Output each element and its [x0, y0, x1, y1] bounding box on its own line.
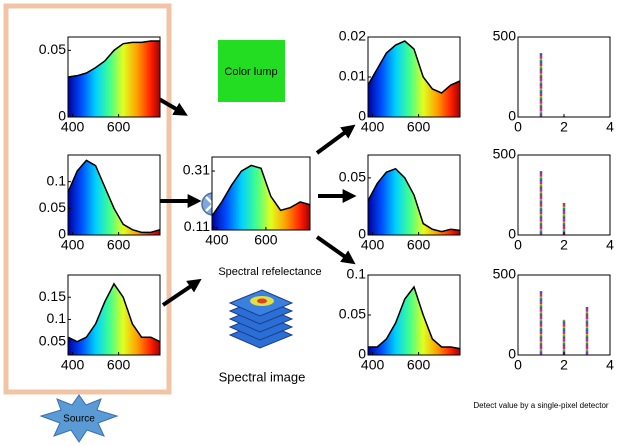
x-tick-label: 600 — [407, 357, 431, 373]
spectrum-line — [368, 285, 461, 350]
x-tick-label: 400 — [61, 237, 85, 253]
reflectance-label: Spectral refelectance — [218, 266, 321, 278]
y-tick-label: 500 — [493, 266, 517, 282]
y-tick-label: 0 — [508, 108, 516, 124]
plot-frame — [367, 154, 461, 236]
spectrum-line — [67, 159, 161, 234]
spectral-image-icon — [228, 289, 294, 349]
y-tick-label: 0.05 — [39, 199, 66, 215]
x-tick-label: 2 — [560, 357, 568, 373]
y-tick-label: 0 — [358, 226, 366, 242]
x-tick-label: 4 — [606, 119, 614, 135]
y-tick-label: 0.05 — [39, 332, 66, 348]
y-tick-label: 0.02 — [339, 28, 366, 44]
source-star — [39, 394, 119, 443]
x-tick-label: 400 — [361, 357, 385, 373]
spectrum-fill — [368, 287, 460, 355]
y-tick-label: 0 — [358, 108, 366, 124]
y-tick-label: 0.05 — [339, 306, 366, 322]
spectrum-fill — [68, 160, 160, 235]
x-tick-label: 4 — [606, 357, 614, 373]
y-tick-label: 0.1 — [47, 172, 67, 188]
y-tick-label: 0 — [358, 346, 366, 362]
spectrum-line — [67, 282, 161, 343]
spectrum-fill — [368, 168, 460, 235]
y-tick-label: 0.31 — [183, 162, 210, 178]
y-tick-label: 0 — [508, 226, 516, 242]
y-tick-label: 0.15 — [39, 288, 66, 304]
spectrum-line — [367, 40, 461, 94]
x-tick-label: 600 — [407, 237, 431, 253]
x-tick-label: 400 — [361, 119, 385, 135]
spectral-image-label: Spectral image — [219, 369, 306, 384]
y-tick-label: 0 — [58, 108, 66, 124]
x-tick-label: 400 — [361, 237, 385, 253]
plot-frame — [211, 156, 311, 231]
spectrum-fill — [68, 41, 160, 117]
spectrum-fill — [368, 41, 460, 117]
y-tick-label: 0.1 — [347, 266, 367, 282]
y-tick-label: 0.1 — [47, 310, 67, 326]
x-tick-label: 600 — [254, 232, 278, 248]
color-lump — [218, 40, 285, 102]
arrow — [315, 235, 356, 265]
y-tick-label: 0 — [58, 226, 66, 242]
x-tick-label: 600 — [407, 119, 431, 135]
spectrum-line — [367, 167, 461, 233]
spectrum-line — [211, 164, 311, 217]
y-tick-label: 500 — [493, 146, 517, 162]
spectrum-fill — [212, 165, 310, 230]
x-tick-label: 600 — [107, 237, 131, 253]
x-tick-label: 2 — [560, 119, 568, 135]
y-tick-label: 0.05 — [339, 169, 366, 185]
detector-label: Detect value by a single-pixel detector — [473, 401, 609, 410]
plot-frame — [67, 154, 161, 236]
x-tick-label: 400 — [61, 119, 85, 135]
x-tick-label: 400 — [61, 357, 85, 373]
x-tick-label: 0 — [514, 119, 522, 135]
x-tick-label: 400 — [205, 232, 229, 248]
source-label: Source — [63, 414, 95, 425]
y-tick-label: 0 — [508, 346, 516, 362]
spectrum-fill — [68, 283, 160, 355]
y-tick-label: 0.01 — [339, 68, 366, 84]
arrow — [161, 278, 202, 307]
spectrum-line — [67, 40, 160, 78]
plot-frame — [67, 36, 161, 118]
y-tick-label: 0.05 — [39, 41, 66, 57]
x-tick-label: 0 — [514, 357, 522, 373]
x-tick-label: 4 — [606, 237, 614, 253]
x-tick-label: 600 — [107, 357, 131, 373]
color-lump-label: Color lump — [224, 66, 277, 78]
arrow — [315, 124, 356, 155]
y-tick-label: 0.11 — [184, 218, 210, 234]
y-tick-label: 500 — [493, 28, 517, 44]
x-tick-label: 600 — [107, 119, 131, 135]
x-tick-label: 2 — [560, 237, 568, 253]
plot-area — [518, 37, 610, 117]
x-tick-label: 0 — [514, 237, 522, 253]
plot-frame — [67, 274, 161, 356]
